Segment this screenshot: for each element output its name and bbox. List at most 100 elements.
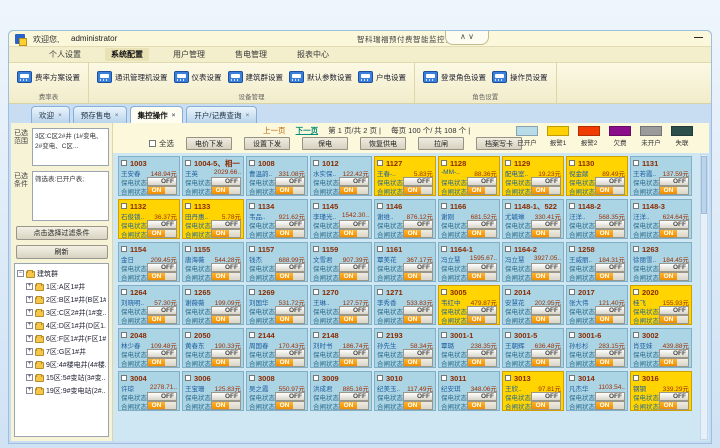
supply-toggle[interactable]: OFF <box>275 392 305 401</box>
supply-toggle[interactable]: OFF <box>531 220 561 229</box>
tree-item[interactable]: +2区:B区1#井(B区1#... <box>17 293 106 306</box>
meter-card[interactable]: 3001-1 覃璐 238.35元 保电状态 OFF 合闸状态 ON <box>438 328 500 368</box>
card-checkbox[interactable] <box>313 246 319 252</box>
supply-toggle[interactable]: OFF <box>659 349 689 358</box>
tab-close-icon[interactable]: × <box>171 111 176 119</box>
document-tab[interactable]: 集控操作 × <box>129 106 184 123</box>
supply-toggle[interactable]: OFF <box>467 220 497 229</box>
gate-toggle[interactable]: ON <box>531 186 561 195</box>
supply-toggle[interactable]: OFF <box>211 177 241 186</box>
tree-item[interactable]: +3区:C区2#井(1#变... <box>17 306 106 319</box>
meter-card[interactable]: 3001-6 孙杉杉 283.15元 保电状态 OFF 合闸状态 ON <box>566 328 628 368</box>
next-page-link[interactable]: 下一页 <box>295 126 319 135</box>
supply-toggle[interactable]: OFF <box>531 177 561 186</box>
gate-toggle[interactable]: ON <box>659 272 689 281</box>
gate-toggle[interactable]: ON <box>467 272 497 281</box>
meter-card[interactable]: 1148-1、522 尤毓琳 330.41元 保电状态 OFF 合闸状态 ON <box>502 199 564 239</box>
meter-card[interactable]: 1012 水实保.. 122.42元 保电状态 OFF 合闸状态 ON <box>310 156 372 196</box>
card-checkbox[interactable] <box>121 289 127 295</box>
gate-toggle[interactable]: ON <box>211 229 241 238</box>
document-tab[interactable]: 欢迎 × <box>31 106 70 123</box>
supply-toggle[interactable]: OFF <box>467 306 497 315</box>
tree-item[interactable]: +4区:D区1#井(D区1... <box>17 319 106 332</box>
meter-card[interactable]: 3006 王宝珊 125.83元 保电状态 OFF 合闸状态 ON <box>182 371 244 411</box>
supply-toggle[interactable]: OFF <box>147 220 177 229</box>
meter-card[interactable]: 3005 韦红中 479.87元 保电状态 OFF 合闸状态 ON <box>438 285 500 325</box>
supply-toggle[interactable]: OFF <box>403 263 433 272</box>
card-checkbox[interactable] <box>185 375 191 381</box>
meter-card[interactable]: 3001-5 王朝辉 636.48元 保电状态 OFF 合闸状态 ON <box>502 328 564 368</box>
tree-expand-icon[interactable]: + <box>26 387 33 394</box>
card-checkbox[interactable] <box>569 332 575 338</box>
gate-toggle[interactable]: ON <box>403 186 433 195</box>
gate-toggle[interactable]: ON <box>211 186 241 195</box>
gate-toggle[interactable]: ON <box>403 401 433 410</box>
card-checkbox[interactable] <box>569 160 575 166</box>
meter-card[interactable]: 1003 王安春 148.94元 保电状态 OFF 合闸状态 ON <box>118 156 180 196</box>
menu-item[interactable]: 报表中心 <box>297 50 329 59</box>
card-checkbox[interactable] <box>185 289 191 295</box>
refresh-button[interactable]: 刷新 <box>15 245 108 259</box>
supply-toggle[interactable]: OFF <box>531 349 561 358</box>
card-checkbox[interactable] <box>441 160 447 166</box>
card-checkbox[interactable] <box>121 375 127 381</box>
gate-toggle[interactable]: ON <box>147 272 177 281</box>
meter-card[interactable]: 1134 韦品.. 921.62元 保电状态 OFF 合闸状态 ON <box>246 199 308 239</box>
card-checkbox[interactable] <box>633 289 639 295</box>
card-checkbox[interactable] <box>505 246 511 252</box>
supply-toggle[interactable]: OFF <box>275 306 305 315</box>
prev-page-link[interactable]: 上一页 <box>263 126 286 135</box>
gate-toggle[interactable]: ON <box>467 315 497 324</box>
supply-toggle[interactable]: OFF <box>211 349 241 358</box>
gate-toggle[interactable]: ON <box>403 229 433 238</box>
supply-toggle[interactable]: OFF <box>403 177 433 186</box>
card-checkbox[interactable] <box>505 289 511 295</box>
supply-toggle[interactable]: OFF <box>211 263 241 272</box>
meter-card[interactable]: 1146 谢维.. 876.12元 保电状态 OFF 合闸状态 ON <box>374 199 436 239</box>
card-checkbox[interactable] <box>377 246 383 252</box>
ribbon-button[interactable]: 建筑群设置 <box>227 71 283 83</box>
supply-toggle[interactable]: OFF <box>211 392 241 401</box>
gate-toggle[interactable]: ON <box>403 358 433 367</box>
ribbon-button[interactable]: 登录角色设置 <box>423 71 486 83</box>
tab-close-icon[interactable]: × <box>114 111 119 119</box>
card-checkbox[interactable] <box>633 246 639 252</box>
meter-card[interactable]: 1148-2 汪洋.. 568.35元 保电状态 OFF 合闸状态 ON <box>566 199 628 239</box>
collapse-down-icon[interactable]: ∨ <box>468 32 474 41</box>
meter-card[interactable]: 1133 田丹惠.. 5.78元 保电状态 OFF 合闸状态 ON <box>182 199 244 239</box>
gate-toggle[interactable]: ON <box>147 315 177 324</box>
collapse-up-icon[interactable]: ∧ <box>460 32 466 41</box>
meter-card[interactable]: 1270 王琳.. 127.57元 保电状态 OFF 合闸状态 ON <box>310 285 372 325</box>
scrollbar-thumb[interactable] <box>701 156 707 214</box>
supply-toggle[interactable]: OFF <box>467 349 497 358</box>
meter-card[interactable]: 2048 林少春 109.48元 保电状态 OFF 合闸状态 ON <box>118 328 180 368</box>
card-checkbox[interactable] <box>185 203 191 209</box>
card-checkbox[interactable] <box>633 332 639 338</box>
card-checkbox[interactable] <box>249 375 255 381</box>
gate-toggle[interactable]: ON <box>211 358 241 367</box>
supply-toggle[interactable]: OFF <box>595 263 625 272</box>
meter-card[interactable]: 2144 周国春 170.43元 保电状态 OFF 合闸状态 ON <box>246 328 308 368</box>
selected-range-input[interactable]: 3区:C区2#井 (1#变电、2#变电、C区... <box>32 128 109 166</box>
card-checkbox[interactable] <box>633 375 639 381</box>
card-checkbox[interactable] <box>121 203 127 209</box>
tree-root[interactable]: − 建筑群 <box>17 267 106 280</box>
menu-item[interactable]: 用户管理 <box>173 50 205 59</box>
card-checkbox[interactable] <box>505 332 511 338</box>
gate-toggle[interactable]: ON <box>403 272 433 281</box>
gate-toggle[interactable]: ON <box>339 401 369 410</box>
gate-toggle[interactable]: ON <box>211 401 241 410</box>
gate-toggle[interactable]: ON <box>147 186 177 195</box>
supply-toggle[interactable]: OFF <box>147 263 177 272</box>
card-checkbox[interactable] <box>185 246 191 252</box>
meter-card[interactable]: 1164-1 冯立慧 1595.67.. 保电状态 OFF 合闸状态 ON <box>438 242 500 282</box>
meter-card[interactable]: 2148 刘时书 186.74元 保电状态 OFF 合闸状态 ON <box>310 328 372 368</box>
card-checkbox[interactable] <box>377 160 383 166</box>
toolbar-button[interactable]: 拉闸 <box>418 137 464 150</box>
select-all-checkbox[interactable] <box>149 140 156 147</box>
gate-toggle[interactable]: ON <box>659 401 689 410</box>
card-checkbox[interactable] <box>377 375 383 381</box>
supply-toggle[interactable]: OFF <box>211 306 241 315</box>
card-checkbox[interactable] <box>569 375 575 381</box>
gate-toggle[interactable]: ON <box>275 315 305 324</box>
